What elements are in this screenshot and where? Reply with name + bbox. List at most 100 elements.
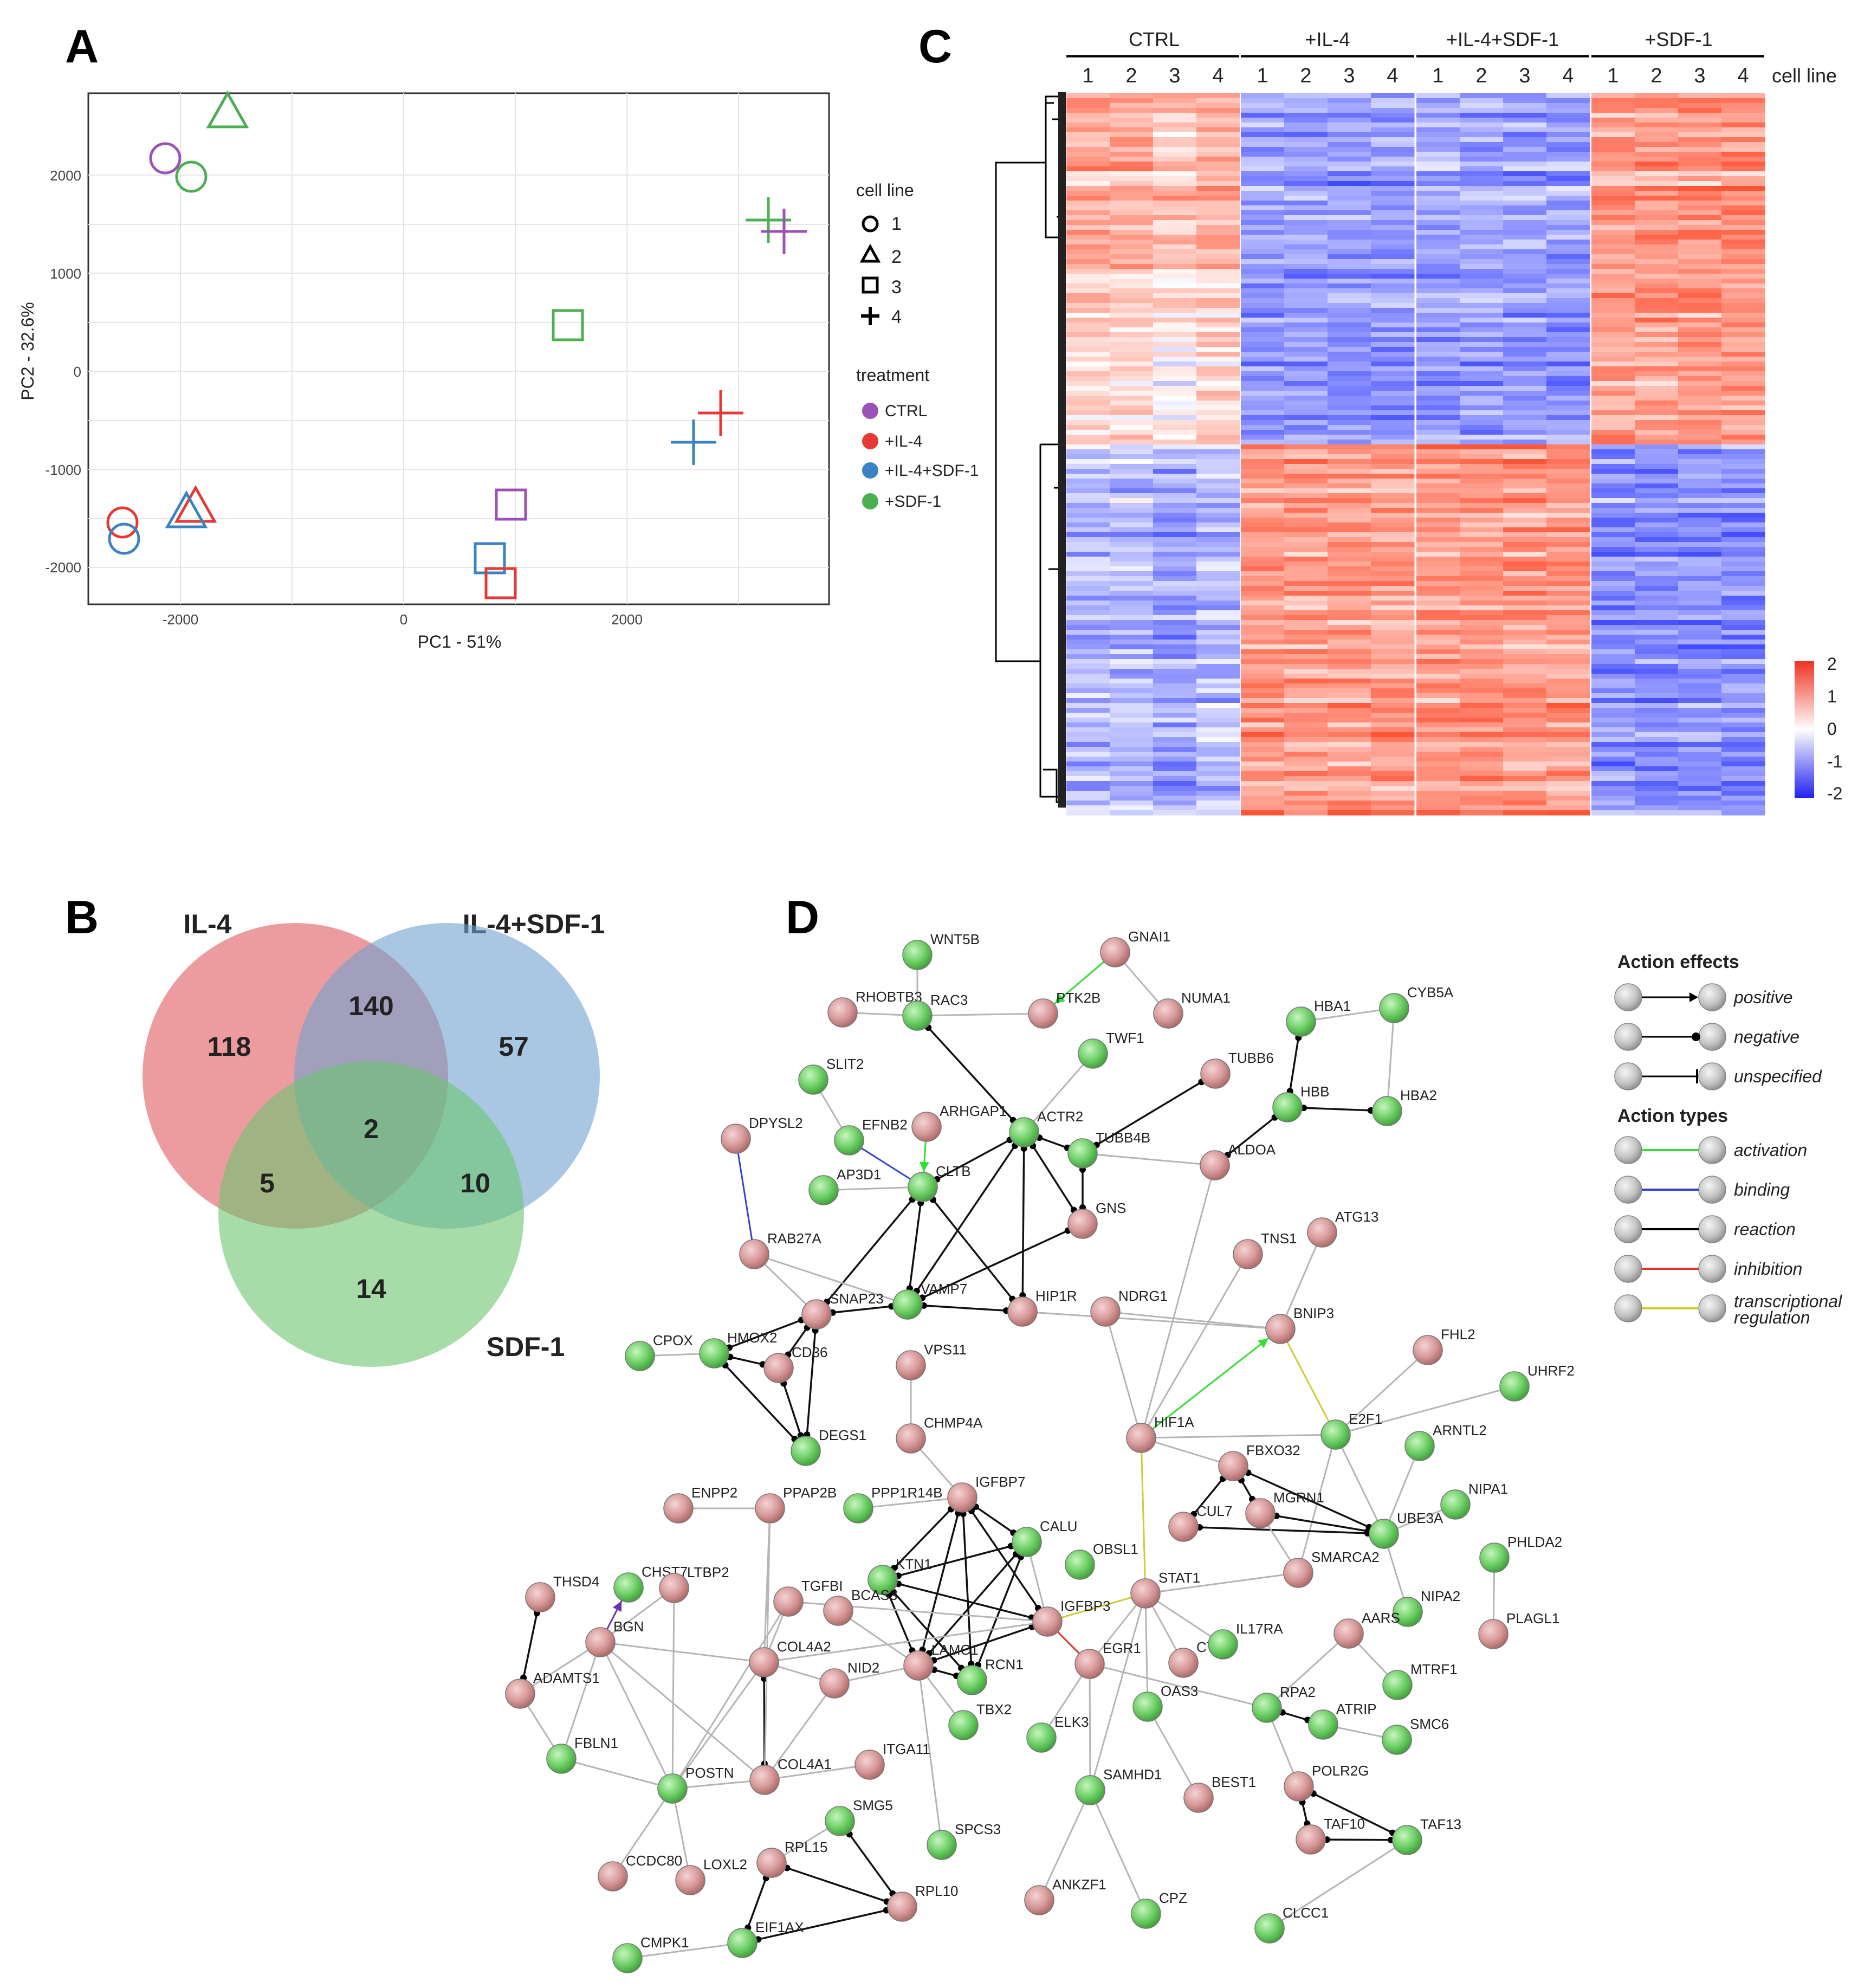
network-node[interactable]: PPP1R14B bbox=[843, 1484, 943, 1524]
network-node[interactable]: RAC3 bbox=[902, 992, 968, 1031]
network-node[interactable]: GNAI1 bbox=[1100, 928, 1170, 967]
network-node[interactable]: TGFBI bbox=[773, 1578, 843, 1617]
network-node[interactable]: ATG13 bbox=[1307, 1209, 1378, 1248]
network-node[interactable]: CLCC1 bbox=[1254, 1905, 1329, 1944]
network-node[interactable]: RPA2 bbox=[1252, 1684, 1316, 1723]
network-node[interactable]: CD36 bbox=[763, 1344, 827, 1383]
network-node[interactable]: SLIT2 bbox=[798, 1056, 864, 1095]
network-node[interactable]: CALU bbox=[1012, 1518, 1077, 1557]
network-node[interactable]: BGN bbox=[585, 1618, 644, 1657]
network-node[interactable]: ADAMTS1 bbox=[505, 1670, 600, 1709]
network-node[interactable]: ITGA11 bbox=[854, 1741, 930, 1780]
network-node[interactable]: NUMA1 bbox=[1153, 990, 1231, 1029]
network-node[interactable]: TWF1 bbox=[1078, 1030, 1144, 1069]
network-node[interactable]: EGR1 bbox=[1074, 1640, 1141, 1679]
network-node[interactable]: HBB bbox=[1272, 1083, 1329, 1122]
heatmap-cell bbox=[1503, 259, 1547, 264]
network-node[interactable]: TBX2 bbox=[948, 1701, 1012, 1740]
network-node[interactable]: NID2 bbox=[819, 1660, 879, 1699]
network-node[interactable]: VAMP7 bbox=[892, 1281, 967, 1320]
heatmap-cell bbox=[1241, 474, 1285, 479]
network-node[interactable]: IGFBP3 bbox=[1032, 1598, 1110, 1637]
network-node[interactable]: KTN1 bbox=[867, 1556, 931, 1595]
network-node[interactable]: PTK2B bbox=[1028, 990, 1100, 1029]
network-node[interactable]: HMOX2 bbox=[699, 1329, 777, 1369]
network-node[interactable]: ATRIP bbox=[1308, 1701, 1377, 1740]
network-node[interactable]: BCAS3 bbox=[823, 1587, 897, 1626]
network-node[interactable]: DEGS1 bbox=[791, 1427, 866, 1466]
network-node[interactable]: UHRF2 bbox=[1499, 1363, 1575, 1402]
network-node[interactable]: RAB27A bbox=[739, 1230, 821, 1269]
network-node[interactable]: NIPA1 bbox=[1440, 1481, 1508, 1520]
network-node[interactable]: RPL10 bbox=[887, 1883, 959, 1922]
network-node[interactable]: EIF1AX bbox=[727, 1919, 804, 1958]
network-node[interactable]: STAT1 bbox=[1130, 1570, 1200, 1609]
network-node[interactable]: IL17RA bbox=[1208, 1621, 1283, 1660]
network-node[interactable]: UBE3A bbox=[1369, 1510, 1443, 1549]
network-node[interactable]: SMC6 bbox=[1382, 1716, 1449, 1755]
network-node[interactable]: SNAP23 bbox=[801, 1290, 884, 1329]
network-node[interactable]: AARS bbox=[1333, 1610, 1400, 1649]
network-node[interactable]: FBXO32 bbox=[1218, 1442, 1300, 1481]
network-node[interactable]: TAF13 bbox=[1392, 1816, 1461, 1855]
network-node[interactable]: POLR2G bbox=[1284, 1763, 1369, 1802]
network-node[interactable]: CUL7 bbox=[1168, 1503, 1232, 1542]
network-node[interactable]: PPAP2B bbox=[755, 1484, 837, 1524]
network-node[interactable]: CMPK1 bbox=[612, 1934, 689, 1973]
network-node[interactable]: COL4A2 bbox=[749, 1638, 831, 1677]
network-node[interactable]: OBSL1 bbox=[1065, 1541, 1138, 1580]
network-node[interactable]: THSD4 bbox=[525, 1573, 599, 1612]
network-node[interactable]: COL4A1 bbox=[749, 1756, 832, 1795]
network-node[interactable]: EFNB2 bbox=[834, 1116, 908, 1156]
network-node[interactable]: CPOX bbox=[625, 1332, 693, 1371]
network-node[interactable]: TUBB6 bbox=[1200, 1050, 1274, 1089]
network-node[interactable]: SMARCA2 bbox=[1283, 1549, 1380, 1588]
network-node[interactable]: TUBB4B bbox=[1067, 1129, 1150, 1169]
network-node[interactable]: PLAGL1 bbox=[1478, 1610, 1559, 1649]
network-node[interactable]: AP3D1 bbox=[808, 1166, 881, 1205]
network-node[interactable]: ELK3 bbox=[1026, 1714, 1089, 1753]
network-node[interactable]: DPYSL2 bbox=[721, 1115, 803, 1154]
network-node[interactable]: IGFBP7 bbox=[947, 1474, 1025, 1513]
network-node[interactable]: ARHGAP1 bbox=[911, 1103, 1007, 1142]
network-node[interactable]: SPCS3 bbox=[927, 1821, 1001, 1860]
network-node[interactable]: LTBP2 bbox=[659, 1564, 729, 1603]
network-node[interactable]: CYB5A bbox=[1379, 984, 1454, 1023]
network-node[interactable]: TNS1 bbox=[1233, 1230, 1297, 1269]
network-node[interactable]: NDRG1 bbox=[1090, 1288, 1168, 1327]
network-node[interactable]: OAS3 bbox=[1132, 1683, 1198, 1722]
network-node[interactable]: CCDC80 bbox=[598, 1853, 682, 1892]
network-node[interactable]: MTRF1 bbox=[1382, 1661, 1458, 1700]
network-node[interactable]: HIF1A bbox=[1126, 1414, 1194, 1453]
network-node[interactable]: WNT5B bbox=[902, 931, 980, 970]
network-node[interactable]: CHMP4A bbox=[896, 1415, 983, 1454]
network-node[interactable]: PHLDA2 bbox=[1479, 1534, 1562, 1573]
network-node[interactable]: ANKZF1 bbox=[1024, 1876, 1106, 1915]
network-node[interactable]: CPZ bbox=[1131, 1890, 1187, 1929]
network-node[interactable]: ENPP2 bbox=[663, 1484, 737, 1524]
network-node[interactable]: SMG5 bbox=[825, 1797, 893, 1836]
network-node[interactable]: LAMC1 bbox=[903, 1642, 979, 1681]
network-node[interactable]: ACTR2 bbox=[1009, 1108, 1083, 1147]
network-node[interactable]: NIPA2 bbox=[1393, 1588, 1460, 1627]
network-node[interactable]: CLTB bbox=[908, 1163, 971, 1202]
network-node[interactable]: HIP1R bbox=[1007, 1288, 1077, 1327]
network-node[interactable]: ALDOA bbox=[1200, 1141, 1276, 1180]
network-node[interactable]: BEST1 bbox=[1183, 1774, 1256, 1813]
network-node[interactable]: SAMHD1 bbox=[1075, 1766, 1162, 1805]
network-node[interactable]: GNS bbox=[1067, 1200, 1126, 1239]
network-node[interactable]: RCN1 bbox=[957, 1656, 1024, 1695]
network-node[interactable]: POSTN bbox=[657, 1765, 734, 1804]
network-node[interactable]: E2F1 bbox=[1320, 1411, 1382, 1450]
network-node[interactable]: HBA2 bbox=[1372, 1087, 1437, 1126]
network-node[interactable]: BNIP3 bbox=[1265, 1305, 1334, 1344]
network-node[interactable]: FBLN1 bbox=[546, 1735, 618, 1774]
network-node[interactable]: TAF10 bbox=[1296, 1816, 1365, 1855]
network-node[interactable]: VPS11 bbox=[896, 1341, 967, 1380]
network-node[interactable]: LOXL2 bbox=[675, 1856, 747, 1895]
network-node[interactable]: FHL2 bbox=[1413, 1326, 1475, 1365]
network-node[interactable]: MGRN1 bbox=[1245, 1489, 1324, 1528]
network-node[interactable]: HBA1 bbox=[1286, 998, 1351, 1037]
network-node[interactable]: ARNTL2 bbox=[1404, 1422, 1487, 1461]
network-node[interactable]: RPL15 bbox=[756, 1839, 828, 1878]
